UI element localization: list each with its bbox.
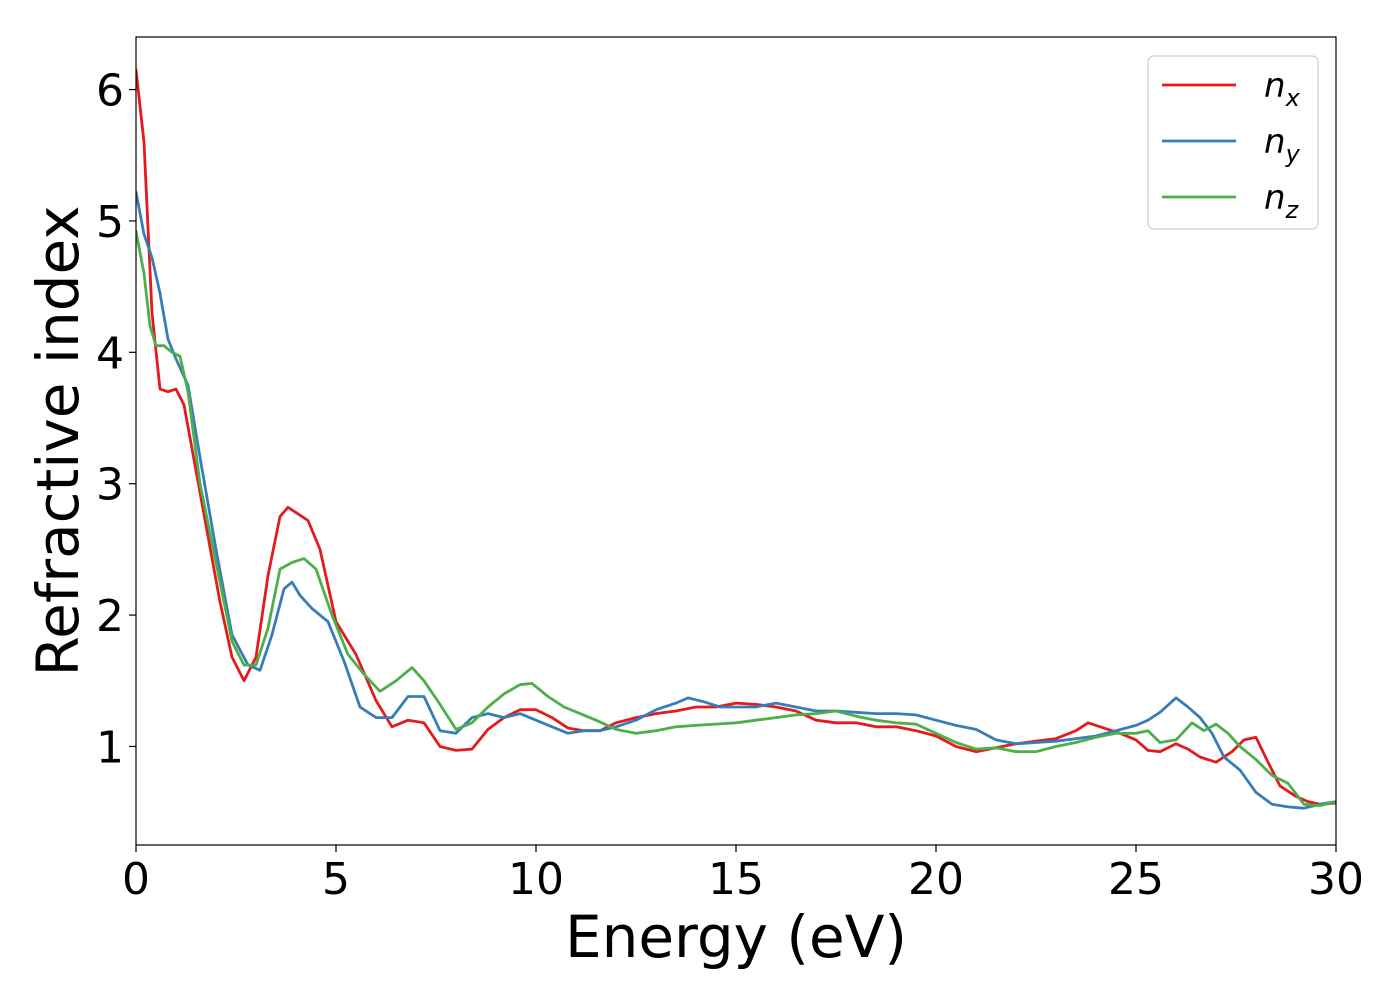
y-tick-label: 3 (96, 460, 124, 511)
y-tick-label: 2 (96, 591, 124, 642)
legend-label-nx: nx (1264, 66, 1301, 112)
tick-layer: 0 5 10 15 20 25 30 1 2 3 4 5 6 (96, 66, 1364, 905)
y-tick-label: 5 (96, 197, 124, 248)
plot-frame (135, 36, 1337, 846)
series-layer (136, 68, 1336, 810)
y-tick-label: 4 (96, 328, 124, 379)
legend-box (1147, 55, 1319, 230)
y-tick-label: 1 (96, 722, 124, 773)
x-tick-label: 10 (508, 854, 564, 905)
series-line-ny (136, 190, 1336, 810)
series-line-nz (136, 230, 1336, 807)
series-line-nx (136, 68, 1336, 806)
x-tick-label: 30 (1308, 854, 1364, 905)
x-tick-label: 5 (322, 854, 350, 905)
x-tick-label: 20 (908, 854, 964, 905)
x-tick-label: 0 (122, 854, 150, 905)
y-tick-label: 6 (96, 66, 124, 117)
x-tick-label: 15 (708, 854, 764, 905)
legend-label-nz: nz (1264, 178, 1300, 224)
legend: nx ny nz (1147, 55, 1319, 230)
x-axis-label: Energy (eV) (565, 903, 907, 971)
x-tick-label: 25 (1108, 854, 1164, 905)
legend-label-ny: ny (1264, 122, 1301, 168)
y-axis-label: Refractive index (24, 205, 92, 676)
